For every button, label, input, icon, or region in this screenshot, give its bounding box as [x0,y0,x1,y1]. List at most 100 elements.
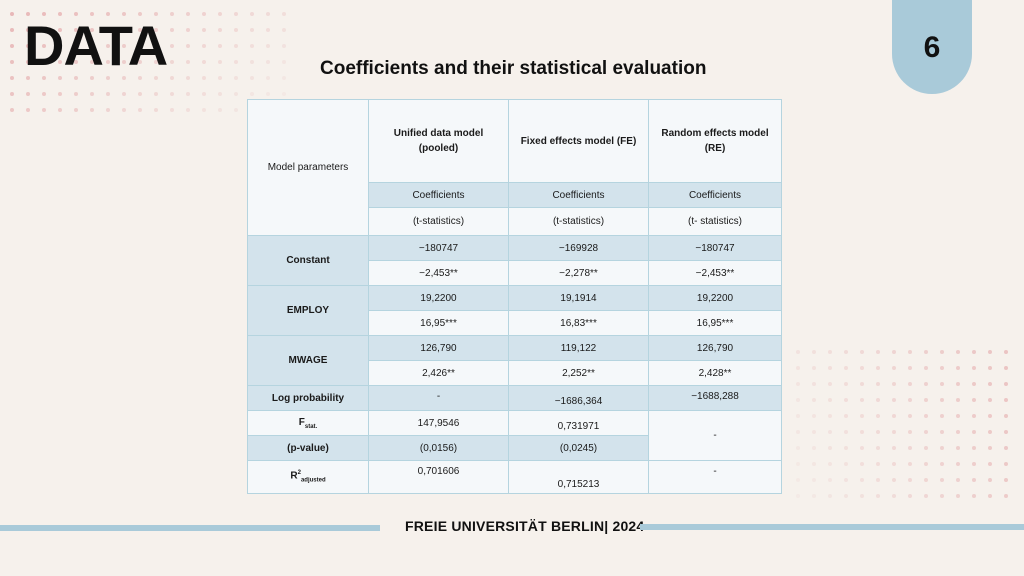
decorative-dot [988,494,992,498]
decorative-dot [1004,446,1008,450]
decorative-dot [988,366,992,370]
decorative-dot [844,446,848,450]
constant-coef-fe: −169928 [508,235,649,261]
decorative-dot [26,76,30,80]
decorative-dot [908,366,912,370]
decorative-dot [828,494,832,498]
decorative-dot [876,494,880,498]
decorative-dot [908,414,912,418]
decorative-dot [796,398,800,402]
decorative-dot [956,382,960,386]
decorative-dot [796,430,800,434]
tstat-label-cell: (t-statistics) [508,207,649,236]
r2-fe: 0,715213 [508,460,649,494]
decorative-dot [1004,494,1008,498]
decorative-dot [860,478,864,482]
decorative-dot [90,60,94,64]
mwage-coef-fe: 119,122 [508,335,649,361]
decorative-dot [908,462,912,466]
decorative-dot [924,414,928,418]
decorative-dot [924,462,928,466]
decorative-dot [138,92,142,96]
decorative-dot [90,12,94,16]
decorative-dot [74,76,78,80]
decorative-dot [138,76,142,80]
decorative-dot [860,430,864,434]
footer-divider-right [640,524,1024,530]
decorative-dot [876,398,880,402]
decorative-dot [940,398,944,402]
decorative-dot [908,494,912,498]
decorative-dot [58,108,62,112]
decorative-dot [988,430,992,434]
fstat-label-sub: stat. [304,423,318,430]
decorative-dot [876,430,880,434]
decorative-dot [956,414,960,418]
decorative-dot [1004,350,1008,354]
decorative-dot [42,60,46,64]
decorative-dot [924,446,928,450]
decorative-dot [250,92,254,96]
decorative-dot [876,350,880,354]
decorative-dot [122,76,126,80]
decorative-dot [924,350,928,354]
decorative-dot [876,462,880,466]
decorative-dot [972,478,976,482]
decorative-dot [844,462,848,466]
decorative-dot [170,12,174,16]
decorative-dot [956,494,960,498]
decorative-dot [1004,366,1008,370]
decorative-dot [956,462,960,466]
decorative-dot [844,350,848,354]
decorative-dot [828,478,832,482]
decorative-dot [860,398,864,402]
decorative-dot [42,28,46,32]
decorative-dot [940,350,944,354]
decorative-dot [796,382,800,386]
header-fe-model: Fixed effects model (FE) [508,99,649,183]
decorative-dot [186,92,190,96]
coefficients-table: Model parameters Unified data model (poo… [247,99,782,494]
decorative-dot [106,12,110,16]
decorative-dot [876,478,880,482]
decorative-dot [828,430,832,434]
decorative-dot [988,414,992,418]
decorative-dot [828,462,832,466]
decorative-dot [876,414,880,418]
decorative-dot [844,494,848,498]
decorative-dot [940,414,944,418]
decorative-dot [972,366,976,370]
employ-coef-re: 19,2200 [648,285,782,311]
decorative-dot [58,76,62,80]
decorative-dot [218,12,222,16]
decorative-dot [892,462,896,466]
decorative-dot [234,28,238,32]
decorative-dot [186,76,190,80]
decorative-dot [844,366,848,370]
logprob-pooled: - [368,385,509,411]
decorative-dot [10,12,14,16]
decorative-dot [908,398,912,402]
r2-label-sub: adjusted [300,477,326,484]
constant-coef-pooled: −180747 [368,235,509,261]
table-subtitle: Coefficients and their statistical evalu… [320,58,707,79]
decorative-dot [154,76,158,80]
decorative-dot [202,76,206,80]
decorative-dot [122,92,126,96]
mwage-coef-re: 126,790 [648,335,782,361]
row-label-employ: EMPLOY [247,285,369,336]
decorative-dot [186,44,190,48]
constant-coef-re: −180747 [648,235,782,261]
decorative-dot [812,414,816,418]
employ-tstat-re: 16,95*** [648,310,782,336]
coef-label-cell: Coefficients [368,182,509,208]
decorative-dot [90,44,94,48]
decorative-dot [940,366,944,370]
decorative-dot [940,494,944,498]
decorative-dot [122,12,126,16]
decorative-dot [1004,478,1008,482]
decorative-dot [186,60,190,64]
decorative-dot [154,28,158,32]
decorative-dot [74,92,78,96]
decorative-dot [250,44,254,48]
